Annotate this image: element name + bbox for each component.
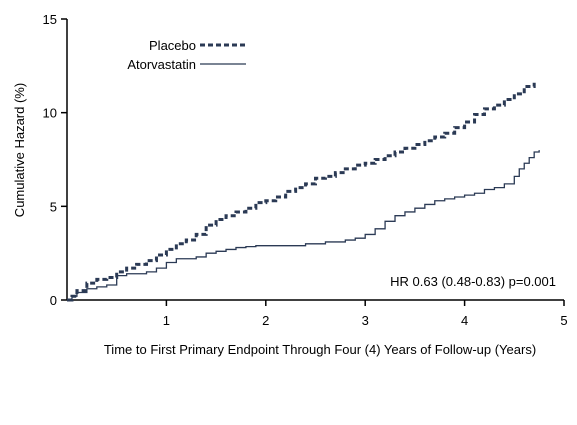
x-tick-label: 3	[362, 313, 369, 328]
y-tick-label: 10	[43, 106, 57, 121]
y-tick-label: 0	[50, 293, 57, 308]
y-tick-label: 15	[43, 12, 57, 27]
legend-label-atorvastatin: Atorvastatin	[127, 57, 196, 72]
y-tick-label: 5	[50, 199, 57, 214]
series-line-atorvastatin	[67, 150, 540, 301]
x-tick-label: 5	[560, 313, 567, 328]
series-layer	[67, 82, 540, 302]
legend: Placebo Atorvastatin	[127, 38, 246, 72]
x-axis-label: Time to First Primary Endpoint Through F…	[104, 342, 536, 357]
x-tick-label: 2	[262, 313, 269, 328]
x-ticks: 1 2 3 4 5	[163, 300, 568, 328]
x-tick-label: 1	[163, 313, 170, 328]
legend-label-placebo: Placebo	[149, 38, 196, 53]
axes	[66, 19, 564, 301]
y-ticks: 0 5 10 15	[43, 12, 67, 308]
x-tick-label: 4	[461, 313, 468, 328]
y-axis-label: Cumulative Hazard (%)	[12, 83, 27, 217]
series-line-placebo	[67, 82, 536, 302]
hazard-ratio-annotation: HR 0.63 (0.48-0.83) p=0.001	[390, 274, 556, 289]
